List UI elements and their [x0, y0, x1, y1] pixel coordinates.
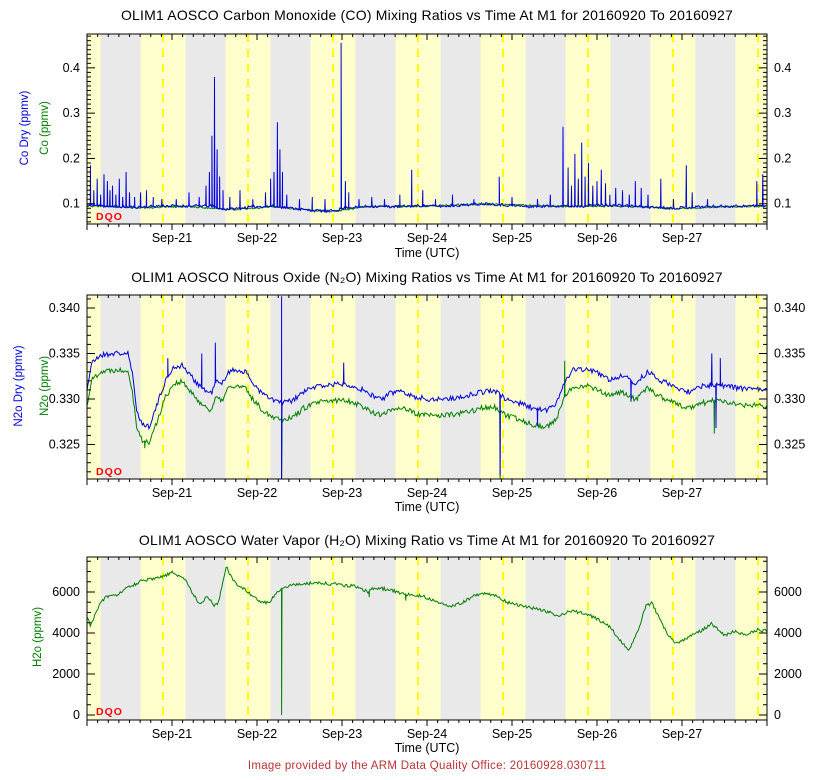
day-band [735, 295, 767, 479]
x-tick-label: Sep-21 [152, 231, 192, 245]
y-tick-label-right: 6000 [774, 585, 802, 599]
y-tick-label-left: 0.335 [49, 347, 80, 361]
day-band [87, 557, 101, 720]
x-tick-label: Sep-25 [492, 231, 532, 245]
chart2-title: OLIM1 AOSCO Nitrous Oxide (N₂O) Mixing R… [131, 269, 723, 285]
y-tick-label-right: 0.1 [774, 197, 791, 211]
chart3-xaxis-label: Time (UTC) [394, 741, 460, 755]
chart3-dqo-flag: DQO [96, 706, 123, 718]
day-band [87, 295, 101, 479]
x-tick-label: Sep-25 [492, 727, 532, 741]
y-tick-label-left: 4000 [52, 626, 80, 640]
y-tick-label-right: 4000 [774, 626, 802, 640]
x-tick-label: Sep-24 [407, 486, 447, 500]
x-tick-label: Sep-27 [662, 727, 702, 741]
y-tick-label-left: 0.325 [49, 438, 80, 452]
day-band [735, 557, 767, 720]
chart3-title: OLIM1 AOSCO Water Vapor (H₂O) Mixing Rat… [138, 532, 716, 548]
chart2-yaxis-label-n2o-dry: N2o Dry (ppmv) [13, 345, 25, 427]
y-tick-label-left: 0.1 [63, 197, 80, 211]
y-tick-label-right: 0.4 [774, 61, 791, 75]
y-tick-label-left: 0.3 [63, 106, 80, 120]
y-tick-label-right: 0.3 [774, 106, 791, 120]
chart1-yaxis-label-co: Co (ppmv) [39, 101, 51, 155]
chart1-xaxis-label: Time (UTC) [394, 246, 460, 260]
chart-1: Sep-21 Sep-22 Sep-23 Sep-24 Sep-25 Sep-26 Sep-… [63, 33, 791, 245]
x-tick-label: Sep-22 [237, 231, 277, 245]
y-tick-label-right: 2000 [774, 667, 802, 681]
y-tick-label-right: 0.325 [774, 438, 805, 452]
series-h2o [86, 566, 768, 716]
x-tick-label: Sep-22 [237, 486, 277, 500]
x-tick-label: Sep-23 [322, 231, 362, 245]
series-n2o_dry [86, 296, 767, 480]
x-tick-label: Sep-24 [407, 231, 447, 245]
day-band [735, 34, 767, 224]
x-tick-label: Sep-24 [407, 727, 447, 741]
x-tick-label: Sep-21 [152, 486, 192, 500]
x-tick-label: Sep-26 [577, 231, 617, 245]
chart3-yaxis-label-h2o: H2o (ppmv) [32, 606, 44, 668]
y-tick-label-left: 6000 [52, 585, 80, 599]
y-tick-label-right: 0.335 [774, 347, 805, 361]
x-tick-label: Sep-23 [322, 486, 362, 500]
y-tick-label-left: 0.2 [63, 151, 80, 165]
y-tick-label-right: 0 [774, 708, 781, 722]
y-tick-label-left: 0.330 [49, 392, 80, 406]
x-tick-label: Sep-26 [577, 727, 617, 741]
chart2-yaxis-label-n2o: N2o (ppmv) [39, 355, 51, 417]
chart1-dqo-flag: DQO [96, 211, 123, 223]
y-tick-label-left: 0.4 [63, 61, 80, 75]
x-tick-label: Sep-23 [322, 727, 362, 741]
y-tick-label-right: 0.2 [774, 151, 791, 165]
chart1-yaxis-label-co-dry: Co Dry (ppmv) [19, 90, 31, 166]
x-tick-label: Sep-27 [662, 486, 702, 500]
x-tick-label: Sep-27 [662, 231, 702, 245]
y-tick-label-left: 2000 [52, 667, 80, 681]
x-tick-label: Sep-25 [492, 486, 532, 500]
provider-footer: Image provided by the ARM Data Quality O… [247, 760, 607, 772]
series-n2o [86, 360, 768, 480]
x-tick-label: Sep-22 [237, 727, 277, 741]
chart2-xaxis-label: Time (UTC) [394, 500, 460, 514]
chart-2: Sep-21 Sep-22 Sep-23 Sep-24 Sep-25 Sep-26 Sep-… [49, 294, 805, 500]
x-tick-label: Sep-21 [152, 727, 192, 741]
y-tick-label-left: 0.340 [49, 301, 80, 315]
y-tick-label-right: 0.330 [774, 392, 805, 406]
y-tick-label-left: 0 [73, 708, 80, 722]
chart-3: Sep-21 Sep-22 Sep-23 Sep-24 Sep-25 Sep-26 Sep-… [52, 556, 802, 741]
chart1-title: OLIM1 AOSCO Carbon Monoxide (CO) Mixing … [120, 7, 734, 23]
x-tick-label: Sep-26 [577, 486, 617, 500]
chart2-dqo-flag: DQO [96, 466, 123, 478]
y-tick-label-right: 0.340 [774, 301, 805, 315]
series-co_dry [87, 42, 767, 214]
